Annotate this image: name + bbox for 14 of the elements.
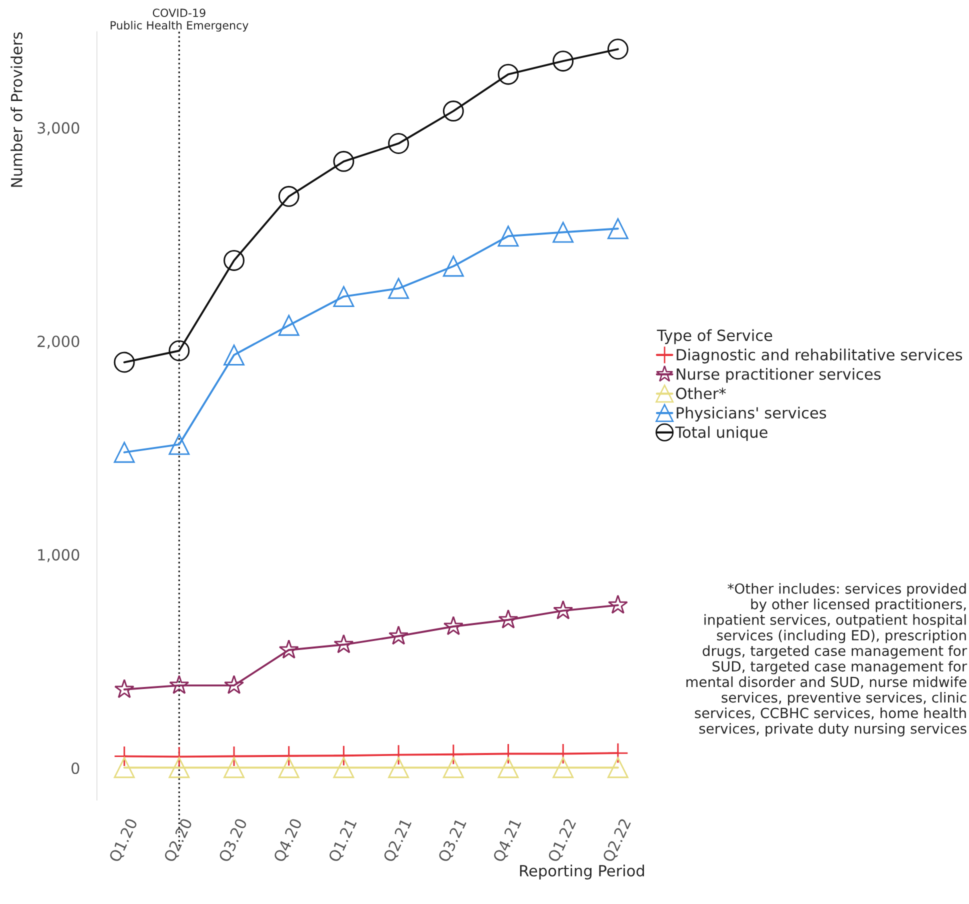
y-tick-label: 3,000 xyxy=(38,122,80,136)
ref-line-label: COVID-19 Public Health Emergency xyxy=(110,8,248,32)
y-tick-label: 1,000 xyxy=(38,549,80,562)
legend-title: Type of Service xyxy=(656,329,772,344)
y-axis-title: Number of Providers xyxy=(10,32,22,187)
y-tick-label: 0 xyxy=(72,762,80,774)
y-tick-label: 2,000 xyxy=(38,336,80,349)
legend-label: Diagnostic and rehabilitative services xyxy=(676,348,962,364)
legend-label: Nurse practitioner services xyxy=(676,368,881,383)
text: *Other includes: services provided by other licensed practitioners, inpatient services, outpatient hospital services (including ED), prescription drugs, targeted case management for SUD, targeted case management for mental disorder and SUD, nurse midwife services, preventive services, clinic services, CCBHC services, home health services, private duty nursing services xyxy=(686,583,968,736)
legend-label: Other* xyxy=(676,387,726,400)
legend-label: Physicians' services xyxy=(676,406,826,422)
x-axis-title: Reporting Period xyxy=(520,864,644,880)
legend-label: Total unique xyxy=(675,426,768,441)
